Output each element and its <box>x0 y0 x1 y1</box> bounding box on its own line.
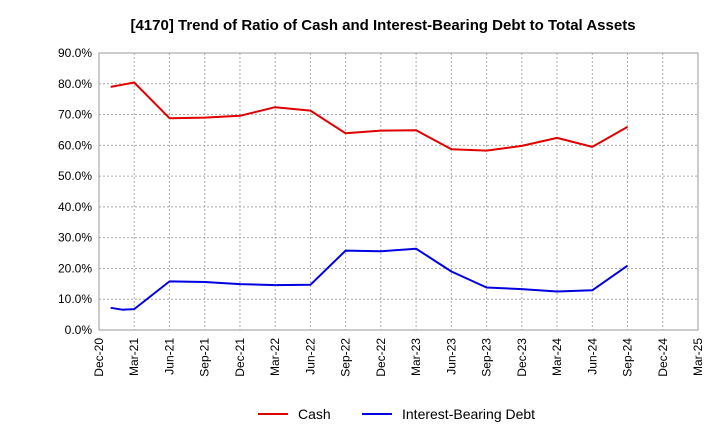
y-tick-label: 30.0% <box>58 231 92 245</box>
y-tick-label: 40.0% <box>58 200 92 214</box>
y-tick-label: 60.0% <box>58 138 92 152</box>
grid <box>99 53 698 330</box>
y-tick-label: 20.0% <box>58 261 92 275</box>
y-tick-label: 50.0% <box>58 169 92 183</box>
y-tick-label: 90.0% <box>58 46 92 60</box>
x-tick-label: Jun-24 <box>585 338 599 375</box>
x-axis: Dec-20 Mar-21 Jun-21 Sep-21 Dec-21 Mar-22 Jun-… <box>92 338 705 377</box>
plot-area <box>98 52 699 331</box>
x-tick-label: Sep-23 <box>480 338 494 377</box>
y-tick-label: 0.0% <box>65 323 93 337</box>
chart-title: [4170] Trend of Ratio of Cash and Intere… <box>130 17 635 34</box>
y-axis: 0.0% 10.0% 20.0% 30.0% 40.0% 50.0% 60.0% 70.0% 8… <box>58 46 92 337</box>
x-tick-label: Mar-25 <box>691 338 705 376</box>
series-lines <box>110 81 629 311</box>
x-tick-label: Sep-22 <box>339 338 353 377</box>
legend-cash-label: Cash <box>298 406 331 422</box>
x-tick-label: Mar-21 <box>127 338 141 376</box>
x-tick-label: Dec-22 <box>374 338 388 377</box>
x-tick-label: Mar-22 <box>268 338 282 376</box>
x-tick-label: Mar-23 <box>409 338 423 376</box>
x-tick-label: Dec-23 <box>515 338 529 377</box>
x-tick-label: Jun-22 <box>303 338 317 375</box>
x-tick-label: Dec-24 <box>656 338 670 377</box>
x-tick-label: Jun-21 <box>162 338 176 375</box>
series-line-interest-bearing-debt <box>110 247 629 311</box>
x-tick-label: Sep-24 <box>621 338 635 377</box>
y-tick-label: 10.0% <box>58 292 92 306</box>
y-tick-label: 70.0% <box>58 108 92 122</box>
x-tick-label: Mar-24 <box>550 338 564 376</box>
legend-debt-label: Interest-Bearing Debt <box>402 406 535 422</box>
x-tick-label: Dec-20 <box>92 338 106 377</box>
x-tick-label: Sep-21 <box>198 338 212 377</box>
x-tick-label: Dec-21 <box>233 338 247 377</box>
legend: Cash Interest-Bearing Debt <box>258 406 535 422</box>
y-tick-label: 80.0% <box>58 77 92 91</box>
x-tick-label: Jun-23 <box>444 338 458 375</box>
series-line-cash <box>110 81 628 152</box>
